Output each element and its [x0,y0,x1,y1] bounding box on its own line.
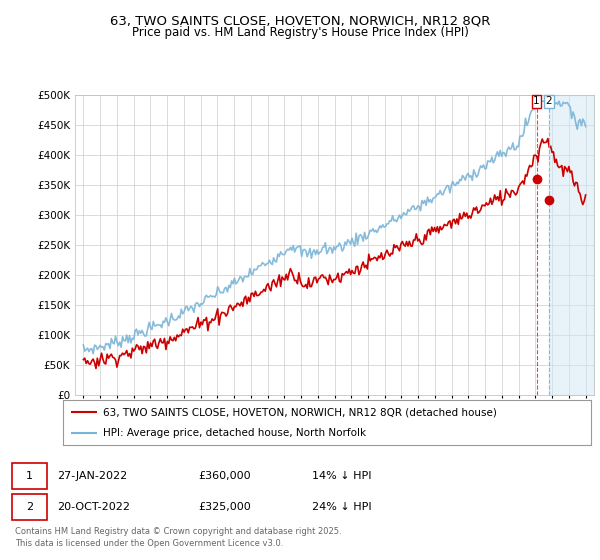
Text: 24% ↓ HPI: 24% ↓ HPI [312,502,371,512]
Text: Price paid vs. HM Land Registry's House Price Index (HPI): Price paid vs. HM Land Registry's House … [131,26,469,39]
Text: 14% ↓ HPI: 14% ↓ HPI [312,471,371,481]
Text: 1: 1 [533,96,540,106]
Text: Contains HM Land Registry data © Crown copyright and database right 2025.
This d: Contains HM Land Registry data © Crown c… [15,527,341,548]
Text: £325,000: £325,000 [198,502,251,512]
Text: 20-OCT-2022: 20-OCT-2022 [57,502,130,512]
Text: £360,000: £360,000 [198,471,251,481]
Text: 63, TWO SAINTS CLOSE, HOVETON, NORWICH, NR12 8QR (detached house): 63, TWO SAINTS CLOSE, HOVETON, NORWICH, … [103,408,496,418]
Text: HPI: Average price, detached house, North Norfolk: HPI: Average price, detached house, Nort… [103,428,366,438]
Text: 63, TWO SAINTS CLOSE, HOVETON, NORWICH, NR12 8QR: 63, TWO SAINTS CLOSE, HOVETON, NORWICH, … [110,14,490,27]
Text: 2: 2 [545,96,552,106]
Text: 2: 2 [26,502,33,512]
Text: 27-JAN-2022: 27-JAN-2022 [57,471,127,481]
Text: 1: 1 [26,471,33,481]
